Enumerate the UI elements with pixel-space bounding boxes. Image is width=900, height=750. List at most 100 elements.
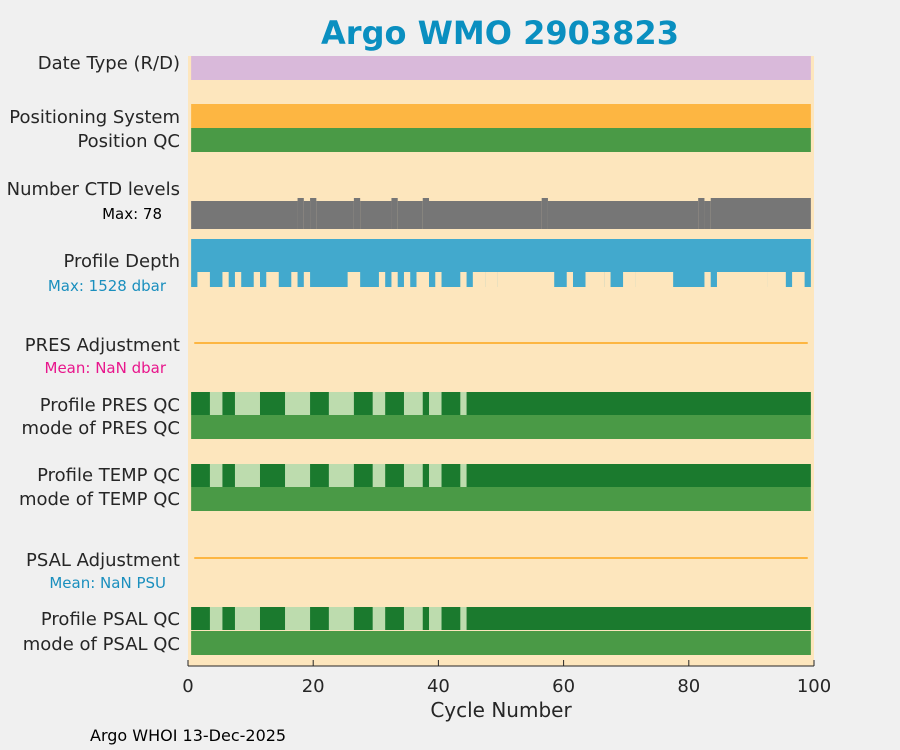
psal-mean-annotation: Mean: NaN PSU (49, 574, 166, 592)
profile-depth-short-bar (416, 272, 430, 288)
temp-qc-light-bar (429, 464, 442, 487)
x-tick-label: 80 (677, 676, 700, 697)
pres-qc-mode-bar (191, 415, 811, 439)
ctd-level-bar (353, 198, 361, 229)
ctd-level-bar (704, 201, 711, 229)
chart-title: Argo WMO 2903823 (321, 14, 679, 52)
x-tick-label: 100 (797, 676, 831, 697)
psal-qc-light-bar (234, 607, 260, 630)
profile-depth-short-bar (585, 272, 605, 288)
row-label-profile-depth: Profile Depth (63, 251, 180, 272)
temp-qc-light-bar (328, 464, 354, 487)
ctd-level-bar (310, 198, 317, 229)
psal-qc-mode-bar (191, 631, 811, 655)
psal-qc-light-bar (285, 607, 311, 630)
plot-background (188, 56, 814, 666)
pres-qc-light-bar (372, 392, 386, 415)
profile-depth-short-bar (623, 272, 636, 288)
row-label-pres-mode: mode of PRES QC (22, 418, 180, 439)
profile-depth-short-bar (566, 272, 573, 288)
row-label-psal-mode: mode of PSAL QC (23, 634, 180, 655)
profile-depth-short-bar (403, 272, 411, 288)
x-tick-label: 60 (552, 676, 575, 697)
temp-qc-light-bar (372, 464, 386, 487)
row-label-position-qc: Position QC (77, 131, 180, 152)
pres-qc-light-bar (234, 392, 260, 415)
ctd-level-bar (297, 198, 304, 229)
profile-depth-short-bar (291, 272, 298, 288)
ctd-level-bar (698, 198, 705, 229)
psal-qc-bar (191, 607, 811, 630)
ctd-level-bar (422, 198, 430, 229)
ctd-level-bar (547, 201, 699, 229)
psal-qc-light-bar (460, 607, 467, 630)
psal-qc-light-bar (328, 607, 354, 630)
date-type-bar (191, 56, 811, 80)
ctd-level-bar (397, 201, 423, 229)
ctd-level-bar (316, 201, 354, 229)
pres-qc-bar (191, 392, 811, 415)
psal-qc-light-bar (209, 607, 223, 630)
temp-qc-light-bar (234, 464, 260, 487)
pres-qc-light-bar (429, 392, 442, 415)
pres-mean-annotation: Mean: NaN dbar (45, 359, 167, 377)
psal-qc-light-bar (429, 607, 442, 630)
temp-qc-light-bar (403, 464, 423, 487)
x-tick-label: 20 (302, 676, 325, 697)
profile-depth-short-bar (472, 272, 486, 288)
temp-qc-bar (191, 464, 811, 487)
profile-depth-short-bar (435, 272, 442, 288)
ctd-level-bar (360, 201, 392, 229)
profile-depth-short-bar (234, 272, 242, 288)
psal-qc-light-bar (403, 607, 423, 630)
row-label-psal-qc: Profile PSAL QC (41, 609, 180, 630)
profile-depth-short-bar (303, 272, 311, 288)
ctd-level-bar (429, 201, 542, 229)
position-qc-bar (191, 128, 811, 152)
profile-depth-short-bar (253, 272, 260, 288)
profile-depth-short-bar (767, 272, 786, 288)
row-label-pres-qc: Profile PRES QC (40, 395, 180, 416)
x-axis-ticks: 0 20 40 60 80 100 (182, 660, 831, 697)
temp-qc-mode-bar (191, 487, 811, 511)
pres-qc-light-bar (403, 392, 423, 415)
row-label-ctd-levels: Number CTD levels (7, 179, 180, 200)
ctd-level-bar (391, 198, 398, 229)
row-label-temp-qc: Profile TEMP QC (37, 465, 180, 486)
positioning-system-bar (191, 104, 811, 128)
row-label-positioning-system: Positioning System (9, 107, 180, 128)
profile-depth-short-bar (704, 272, 711, 288)
pres-qc-light-bar (328, 392, 354, 415)
depth-max-annotation: Max: 1528 dbar (48, 277, 167, 295)
pres-qc-light-bar (460, 392, 467, 415)
profile-depth-short-bar (716, 272, 768, 288)
ctd-level-bar (303, 201, 311, 229)
row-label-temp-mode: mode of TEMP QC (19, 489, 180, 510)
profile-depth-short-bar (792, 272, 805, 288)
profile-depth-short-bar (347, 272, 361, 288)
row-label-date-type: Date Type (R/D) (38, 53, 180, 74)
x-tick-label: 0 (182, 676, 193, 697)
profile-depth-short-bar (266, 272, 279, 288)
profile-depth-short-bar (378, 272, 386, 288)
pres-qc-light-bar (209, 392, 223, 415)
chart-marks (191, 56, 811, 655)
profile-depth-short-bar (391, 272, 398, 288)
profile-depth-short-bar (460, 272, 467, 288)
ctd-level-bar (191, 201, 298, 229)
profile-depth-short-bar (197, 272, 210, 288)
temp-qc-light-bar (209, 464, 223, 487)
temp-qc-light-bar (285, 464, 311, 487)
row-label-psal-adjustment: PSAL Adjustment (26, 550, 180, 571)
footer-credit: Argo WHOI 13-Dec-2025 (90, 726, 286, 745)
x-tick-label: 40 (427, 676, 450, 697)
ctd-level-bar (710, 198, 811, 229)
temp-qc-light-bar (460, 464, 467, 487)
profile-depth-short-bar (222, 272, 229, 288)
pres-qc-light-bar (285, 392, 311, 415)
profile-depth-short-bar (485, 272, 498, 288)
profile-depth-short-bar (604, 272, 611, 288)
x-axis-label: Cycle Number (430, 698, 572, 722)
ctd-level-bar (541, 198, 548, 229)
